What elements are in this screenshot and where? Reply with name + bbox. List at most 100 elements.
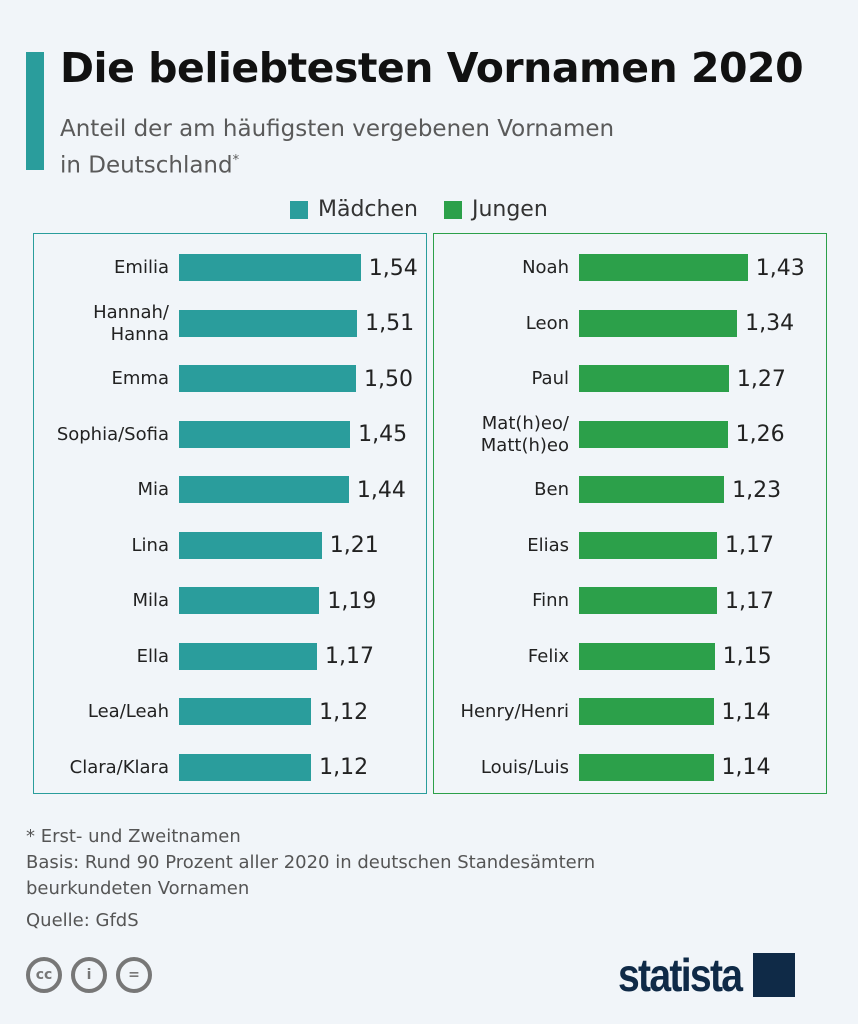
value-label: 1,21 [329,533,379,558]
legend-item-girls: Mädchen [290,197,418,222]
boys-row: Finn 1,17 [434,576,826,626]
boys-row: Mat(h)eo/ Matt(h)eo 1,26 [434,410,826,460]
category-label: Emilia [114,257,169,278]
category-label: Finn [532,590,569,611]
girls-row: Mila 1,19 [34,576,426,626]
category-label: Elias [527,534,569,556]
by-icon[interactable]: i [71,957,107,993]
boys-row: Leon 1,34 [434,299,826,349]
legend-swatch-boys [443,200,462,219]
boys-row: Noah 1,43 [434,243,826,293]
category-label: Ella [136,645,169,667]
legend: Mädchen Jungen [290,197,548,222]
subtitle-line-1: Anteil der am häufigsten vergebenen Vorn… [60,116,615,142]
value-label: 1,51 [365,311,415,336]
value-label: 1,12 [319,699,369,725]
basis-note-line-2: beurkundeten Vornamen [26,878,250,899]
boys-row: Elias 1,17 [434,521,826,571]
chart-title: Die beliebtesten Vornamen 2020 [60,44,804,92]
value-label: 1,15 [722,644,772,669]
value-label: 1,17 [325,644,375,669]
category-label: Lina [131,534,169,556]
category-label: Clara/Klara [69,756,169,778]
value-label: 1,12 [319,755,369,780]
bar-boys [579,531,718,559]
category-label: Lea/Leah [87,701,169,722]
category-label: Henry/Henri [460,701,569,722]
value-label: 1,44 [356,477,406,503]
boys-row: Louis/Luis 1,14 [434,743,826,793]
boys-chart-panel: Noah 1,43 Leon 1,34 Paul 1,27 Mat(h)eo/ Matt(h… [433,233,827,794]
category-label: Mila [132,590,169,611]
girls-row: Sophia/Sofia 1,45 [34,410,426,460]
value-label: 1,26 [735,422,785,447]
legend-swatch-girls [290,200,308,219]
bar-girls [179,309,358,337]
category-label: Mat(h)eo/ Matt(h)eo [480,412,569,456]
girls-row: Lea/Leah 1,12 [34,687,426,737]
boys-row: Paul 1,27 [434,354,826,404]
footnote-mark: * [232,153,240,168]
basis-note-line-1: Basis: Rund 90 Prozent aller 2020 in deu… [26,852,596,873]
value-label: 1,54 [368,255,418,281]
bar-boys [579,309,738,337]
footer-notes: * Erst- und Zweitnamen Basis: Rund 90 Pr… [26,824,595,934]
bar-boys [579,753,714,781]
girls-row: Hannah/ Hanna 1,51 [34,299,426,349]
girls-row: Emma 1,50 [34,354,426,404]
category-label: Sophia/Sofia [56,423,169,445]
value-label: 1,45 [358,422,408,447]
boys-row: Ben 1,23 [434,465,826,515]
value-label: 1,23 [732,477,782,503]
cc-icon[interactable]: cc [26,957,62,993]
legend-label-girls: Mädchen [318,197,418,222]
bar-boys [579,420,728,448]
category-label: Louis/Luis [480,756,569,778]
boys-row: Henry/Henri 1,14 [434,687,826,737]
value-label: 1,17 [725,533,775,558]
bar-girls [179,254,361,281]
subtitle-line-2: in Deutschland [60,152,233,179]
legend-item-boys: Jungen [443,197,548,222]
bar-girls [179,587,320,614]
source-note: Quelle: GfdS [26,910,139,931]
girls-row: Ella 1,17 [34,632,426,682]
bar-girls [179,698,312,725]
value-label: 1,14 [721,755,771,780]
bar-boys [579,698,714,725]
legend-label-boys: Jungen [471,197,548,222]
value-label: 1,27 [736,366,786,392]
footnote: * Erst- und Zweitnamen [26,826,241,847]
bar-boys [579,642,715,670]
category-label: Leon [525,312,569,334]
value-label: 1,43 [755,255,805,281]
statista-wordmark: statista [618,949,743,1001]
statista-logo[interactable]: statista [618,948,796,1002]
value-label: 1,34 [745,311,795,336]
bar-boys [579,365,729,392]
girls-row: Emilia 1,54 [34,243,426,293]
category-label: Paul [531,368,570,389]
category-label: Felix [527,645,569,667]
bar-girls [179,420,351,448]
license-icons[interactable]: cc i = [26,957,152,993]
bar-girls [179,753,312,781]
bar-boys [579,254,748,281]
category-label: Noah [522,257,569,278]
bar-girls [179,476,349,503]
category-label: Mia [137,479,169,500]
bar-girls [179,531,322,559]
title-accent-bar [26,52,44,170]
category-label: Ben [534,479,569,500]
bar-girls [179,642,318,670]
value-label: 1,50 [364,366,413,392]
statista-logo-icon [753,953,796,997]
girls-row: Lina 1,21 [34,521,426,571]
value-label: 1,17 [725,588,775,614]
bar-boys [579,476,725,503]
nd-icon[interactable]: = [116,957,152,993]
girls-chart-panel: Emilia 1,54 Hannah/ Hanna 1,51 Emma 1,50 Sophi… [33,233,427,794]
girls-row: Clara/Klara 1,12 [34,743,426,793]
bar-boys [579,587,718,614]
girls-row: Mia 1,44 [34,465,426,515]
